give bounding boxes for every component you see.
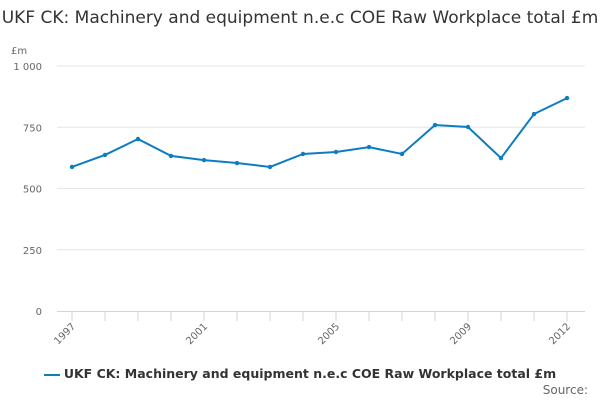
y-tick-label: 750 <box>23 123 42 134</box>
legend[interactable]: UKF CK: Machinery and equipment n.e.c CO… <box>0 366 600 381</box>
data-point <box>531 111 537 117</box>
y-tick-label: 1 000 <box>13 62 42 73</box>
y-axis-label: £m <box>11 46 28 57</box>
data-point <box>267 164 273 170</box>
data-point <box>333 149 339 155</box>
data-point <box>234 160 240 166</box>
y-tick-label: 0 <box>36 307 42 318</box>
x-tick-label: 1997 <box>52 321 78 347</box>
source-label: Source: <box>542 383 588 397</box>
x-tick-label: 2001 <box>184 321 210 347</box>
x-tick-label: 2009 <box>448 321 474 347</box>
data-point <box>201 157 207 163</box>
y-tick-label: 500 <box>23 185 42 196</box>
data-point <box>465 124 471 130</box>
x-tick-label: 2012 <box>547 321 573 347</box>
data-point <box>366 144 372 150</box>
x-tick-label: 2005 <box>316 321 342 347</box>
data-point <box>102 152 108 158</box>
data-point <box>168 153 174 159</box>
data-point <box>69 164 75 170</box>
data-point <box>300 151 306 157</box>
legend-swatch <box>43 373 60 376</box>
data-point <box>564 95 570 101</box>
chart-title: UKF CK: Machinery and equipment n.e.c CO… <box>1 8 599 28</box>
data-point <box>399 151 405 157</box>
data-point <box>135 136 141 142</box>
data-point <box>498 155 504 161</box>
series-line <box>71 97 568 168</box>
data-point <box>432 122 438 128</box>
y-tick-label: 250 <box>23 246 42 257</box>
legend-label: UKF CK: Machinery and equipment n.e.c CO… <box>63 366 557 381</box>
